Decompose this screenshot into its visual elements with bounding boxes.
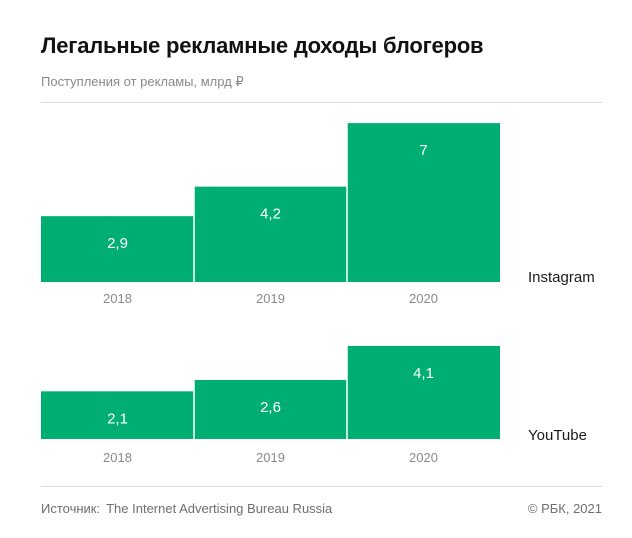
- source-note: Источник: The Internet Advertising Bureau…: [41, 501, 332, 516]
- footer-divider: [41, 486, 602, 487]
- top-divider: [41, 102, 602, 103]
- youtube-x-tick-2019: 2019: [256, 450, 285, 465]
- chart-title: Легальные рекламные доходы блогеров: [41, 33, 484, 58]
- instagram-series-label: Instagram: [528, 269, 595, 286]
- youtube-bar-2020: [347, 345, 500, 439]
- source-text: The Internet Advertising Bureau Russia: [106, 501, 333, 516]
- chart-subtitle: Поступления от рекламы, млрд ₽: [41, 74, 244, 89]
- youtube-x-tick-2018: 2018: [103, 450, 132, 465]
- youtube-value-label-2020: 4,1: [413, 365, 434, 382]
- instagram-x-tick-2020: 2020: [409, 291, 438, 306]
- source-label: Источник:: [41, 501, 101, 516]
- youtube-series-label: YouTube: [528, 427, 587, 444]
- instagram-value-label-2019: 4,2: [260, 206, 281, 223]
- youtube-value-label-2019: 2,6: [260, 399, 281, 416]
- instagram-value-label-2018: 2,9: [107, 235, 128, 252]
- youtube-bar-2019: [194, 379, 347, 439]
- instagram-value-label-2020: 7: [419, 142, 427, 159]
- youtube-value-label-2018: 2,1: [107, 410, 128, 427]
- instagram-bar-2020: [347, 123, 500, 282]
- instagram-x-tick-2018: 2018: [103, 291, 132, 306]
- instagram-bar-2018: [41, 216, 194, 282]
- copyright: © РБК, 2021: [527, 501, 602, 516]
- instagram-bar-2019: [194, 186, 347, 282]
- youtube-x-tick-2020: 2020: [409, 450, 438, 465]
- instagram-x-tick-2019: 2019: [256, 291, 285, 306]
- youtube-bar-2018: [41, 391, 194, 439]
